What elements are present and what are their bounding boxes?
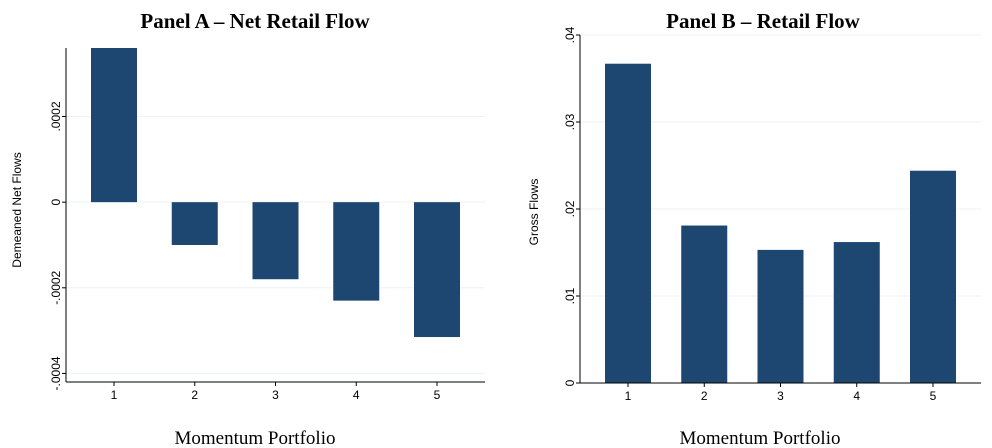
panel-a-bar-1 bbox=[91, 48, 137, 203]
panel-b-x-tick-label-1: 1 bbox=[625, 389, 632, 403]
panel-b-y-tick-label-1: .01 bbox=[563, 287, 577, 304]
panel-b-bar-3 bbox=[757, 249, 804, 383]
panel-b-y-tick-label-3: .03 bbox=[563, 113, 577, 130]
panel-a-bar-2 bbox=[171, 202, 218, 245]
panel-a-x-tick-label-5: 5 bbox=[434, 388, 441, 402]
panel-a-title: Panel A – Net Retail Flow bbox=[140, 9, 370, 33]
panel-a-x-tick-label-3: 3 bbox=[272, 388, 279, 402]
panel-b-x-ticks: 1 2 3 4 5 bbox=[625, 383, 937, 403]
panel-b-y-tick-label-0: 0 bbox=[563, 379, 577, 386]
panel-a-y-ticks: -.0004 -.0002 0 .0002 bbox=[49, 101, 66, 390]
panel-a-bar-4 bbox=[333, 202, 380, 301]
panel-a-y-tick-label-3: .0002 bbox=[49, 101, 63, 131]
panel-b-y-tick-label-2: .02 bbox=[563, 200, 577, 217]
panel-a-x-ticks: 1 2 3 4 5 bbox=[111, 382, 441, 402]
panel-b-bar-4 bbox=[833, 242, 880, 383]
panel-a-y-tick-label-2: 0 bbox=[49, 198, 63, 205]
panel-a-bars bbox=[91, 48, 460, 338]
panel-a-x-tick-label-4: 4 bbox=[353, 388, 360, 402]
panel-b-bars bbox=[605, 63, 956, 384]
panel-a-x-axis-title: Momentum Portfolio bbox=[175, 428, 336, 448]
panel-b-bar-5 bbox=[910, 170, 956, 383]
panel-a-bar-5 bbox=[414, 202, 460, 338]
panel-b-bar-2 bbox=[681, 225, 728, 383]
panel-b-retail-flow: Panel B – Retail Flow Gross Flows Moment… bbox=[527, 9, 981, 448]
panel-a-x-tick-label-2: 2 bbox=[191, 388, 198, 402]
panel-a-y-tick-label-1: -.0002 bbox=[49, 270, 63, 304]
panel-a-y-tick-label-0: -.0004 bbox=[49, 356, 63, 390]
panel-b-x-axis-title: Momentum Portfolio bbox=[680, 428, 841, 448]
panel-b-y-ticks: 0 .01 .02 .03 .04 bbox=[563, 26, 580, 386]
panel-b-bar-1 bbox=[605, 63, 651, 384]
panel-b-y-tick-label-4: .04 bbox=[563, 26, 577, 43]
panel-b-x-tick-label-2: 2 bbox=[701, 389, 708, 403]
panel-b-y-axis-title: Gross Flows bbox=[527, 179, 541, 246]
panel-a-y-axis-title: Demeaned Net Flows bbox=[10, 152, 24, 267]
panel-b-x-tick-label-5: 5 bbox=[930, 389, 937, 403]
panel-a-net-retail-flow: Panel A – Net Retail Flow Demeaned Net F… bbox=[10, 9, 485, 448]
panel-a-bar-3 bbox=[252, 202, 299, 280]
panel-a-x-tick-label-1: 1 bbox=[111, 388, 118, 402]
panel-b-title: Panel B – Retail Flow bbox=[666, 9, 860, 33]
panel-b-x-tick-label-3: 3 bbox=[777, 389, 784, 403]
panel-b-x-tick-label-4: 4 bbox=[853, 389, 860, 403]
